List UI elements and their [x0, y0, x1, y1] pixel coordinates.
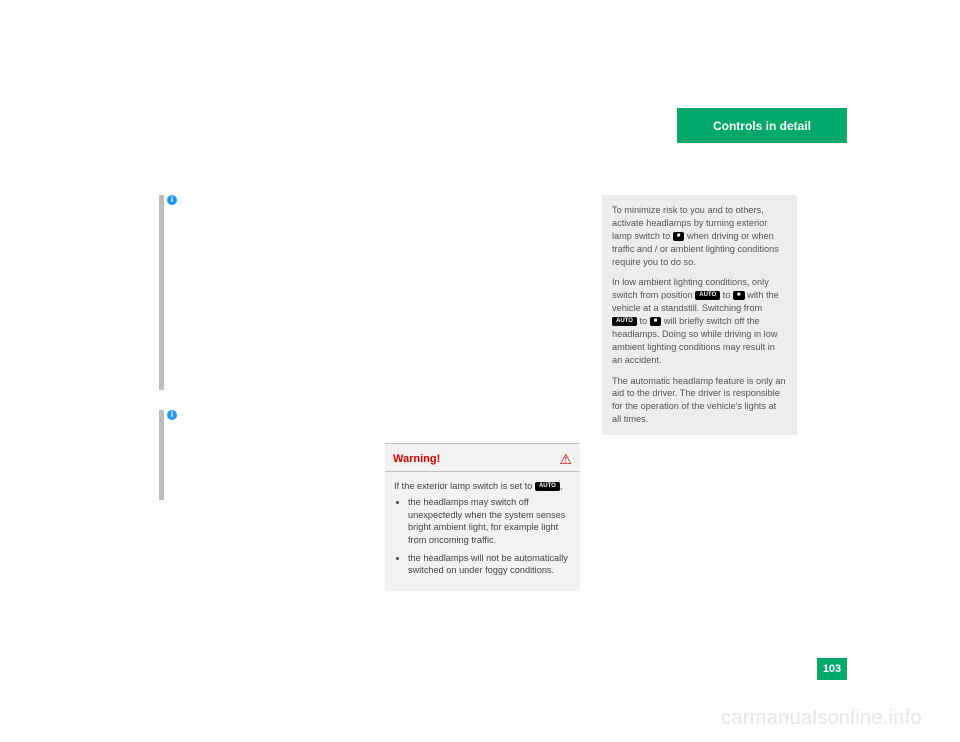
note-block: With the daytime running lamp mode activ… — [170, 410, 365, 500]
warning-intro-a: If the exterior lamp switch is set to — [394, 481, 535, 491]
auto-icon: AUTO — [695, 291, 720, 300]
text: to — [637, 316, 650, 326]
warning-intro-b: , — [560, 481, 563, 491]
gray-p1: To minimize risk to you and to others, a… — [612, 204, 787, 268]
manual-page: Controls in detail Lighting i If the ext… — [0, 0, 960, 742]
section-subtitle: Lighting — [796, 153, 847, 168]
section-tab: Controls in detail — [677, 108, 847, 143]
warning-header: Warning! ⚠ — [385, 444, 580, 472]
warning-title: Warning! — [393, 452, 440, 467]
warning-item: the headlamps may switch off unexpectedl… — [408, 496, 571, 546]
warning-list: the headlamps may switch off unexpectedl… — [394, 496, 571, 577]
text: to — [720, 290, 733, 300]
headlamp-icon: ■ — [733, 291, 745, 300]
auto-icon: AUTO — [535, 482, 560, 491]
note-text: With the daytime running lamp mode activ… — [184, 410, 365, 464]
section-title: Controls in detail — [713, 119, 811, 133]
warning-item: the headlamps will not be automatically … — [408, 552, 571, 577]
info-gray-box: To minimize risk to you and to others, a… — [602, 195, 797, 435]
note-block: If the exterior lamp switch is set to U,… — [170, 195, 365, 390]
headlamp-icon: ■ — [650, 317, 662, 326]
column-left: i If the exterior lamp switch is set to … — [170, 195, 365, 408]
gray-p3: The automatic headlamp feature is only a… — [612, 375, 787, 427]
auto-icon: AUTO — [612, 317, 637, 326]
paragraph: In low ambient light conditions, the fol… — [385, 195, 580, 222]
page-number: 103 — [817, 658, 847, 680]
warning-intro: If the exterior lamp switch is set to AU… — [394, 480, 571, 492]
note-text: If the exterior lamp switch is set to U,… — [184, 195, 365, 236]
note-bar — [159, 195, 164, 390]
note-bar — [159, 410, 164, 500]
warning-triangle-icon: ⚠ — [559, 450, 572, 469]
column-middle: In low ambient light conditions, the fol… — [385, 195, 580, 222]
headlamp-icon: ■ — [673, 232, 685, 241]
column-right: To minimize risk to you and to others, a… — [602, 195, 797, 435]
watermark: carmanualsonline.info — [721, 707, 922, 730]
warning-body: If the exterior lamp switch is set to AU… — [385, 472, 580, 591]
page-number-text: 103 — [823, 663, 841, 675]
gray-p2: In low ambient lighting conditions, only… — [612, 276, 787, 366]
warning-box: Warning! ⚠ If the exterior lamp switch i… — [385, 443, 580, 591]
